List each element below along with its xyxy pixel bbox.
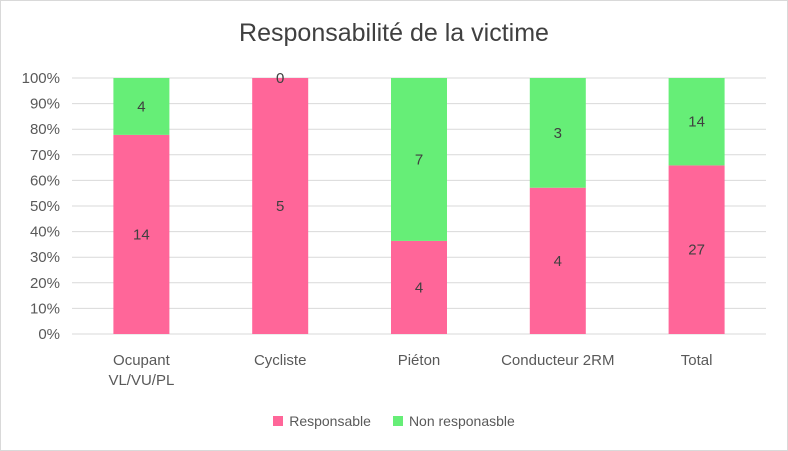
y-tick-label: 20% bbox=[30, 275, 60, 292]
y-tick-label: 30% bbox=[30, 249, 60, 266]
y-tick-label: 100% bbox=[22, 70, 60, 87]
y-tick-label: 0% bbox=[38, 326, 60, 343]
bar-responsable bbox=[113, 134, 170, 334]
bar-responsable bbox=[252, 78, 309, 334]
data-label: 5 bbox=[276, 198, 284, 215]
chart-legend: Responsable Non responasble bbox=[1, 413, 787, 429]
data-label: 4 bbox=[415, 279, 423, 296]
x-tick-label: Conducteur 2RM bbox=[501, 352, 614, 369]
y-tick-label: 50% bbox=[30, 198, 60, 215]
bar-responsable bbox=[668, 165, 725, 334]
bar-responsable bbox=[391, 240, 447, 334]
x-tick-label: Piéton bbox=[398, 352, 441, 369]
x-tick-label: Cycliste bbox=[254, 352, 307, 369]
data-label: 7 bbox=[415, 151, 423, 168]
bar-non-responsable bbox=[113, 78, 170, 135]
bar-responsable bbox=[529, 187, 586, 334]
x-tick-label: VL/VU/PL bbox=[108, 372, 174, 389]
y-tick-label: 10% bbox=[30, 300, 60, 317]
legend-swatch-non-responsable bbox=[392, 416, 403, 426]
y-tick-label: 40% bbox=[30, 224, 60, 241]
x-tick-label: Total bbox=[681, 352, 713, 369]
y-tick-label: 80% bbox=[30, 121, 60, 138]
y-tick-label: 90% bbox=[30, 96, 60, 113]
chart-title: Responsabilité de la victime bbox=[239, 19, 549, 47]
data-label: 4 bbox=[137, 98, 145, 115]
data-label: 4 bbox=[554, 253, 562, 270]
data-label: 3 bbox=[554, 125, 562, 142]
y-tick-label: 60% bbox=[30, 172, 60, 189]
data-label: 27 bbox=[688, 242, 705, 259]
legend-item-non-responsable: Non responasble bbox=[392, 413, 515, 429]
data-label: 0 bbox=[276, 70, 284, 87]
x-tick-label: Ocupant bbox=[113, 352, 171, 369]
bar-non-responsable bbox=[668, 78, 725, 166]
y-tick-label: 70% bbox=[30, 147, 60, 164]
bar-non-responsable bbox=[529, 78, 586, 188]
legend-label-non-responsable: Non responasble bbox=[408, 413, 515, 429]
data-label: 14 bbox=[688, 114, 705, 131]
bar-non-responsable bbox=[391, 78, 447, 241]
data-label: 14 bbox=[133, 226, 150, 243]
legend-swatch-responsable bbox=[273, 416, 284, 426]
legend-label-responsable: Responsable bbox=[289, 413, 371, 429]
legend-item-responsable: Responsable bbox=[273, 413, 371, 429]
